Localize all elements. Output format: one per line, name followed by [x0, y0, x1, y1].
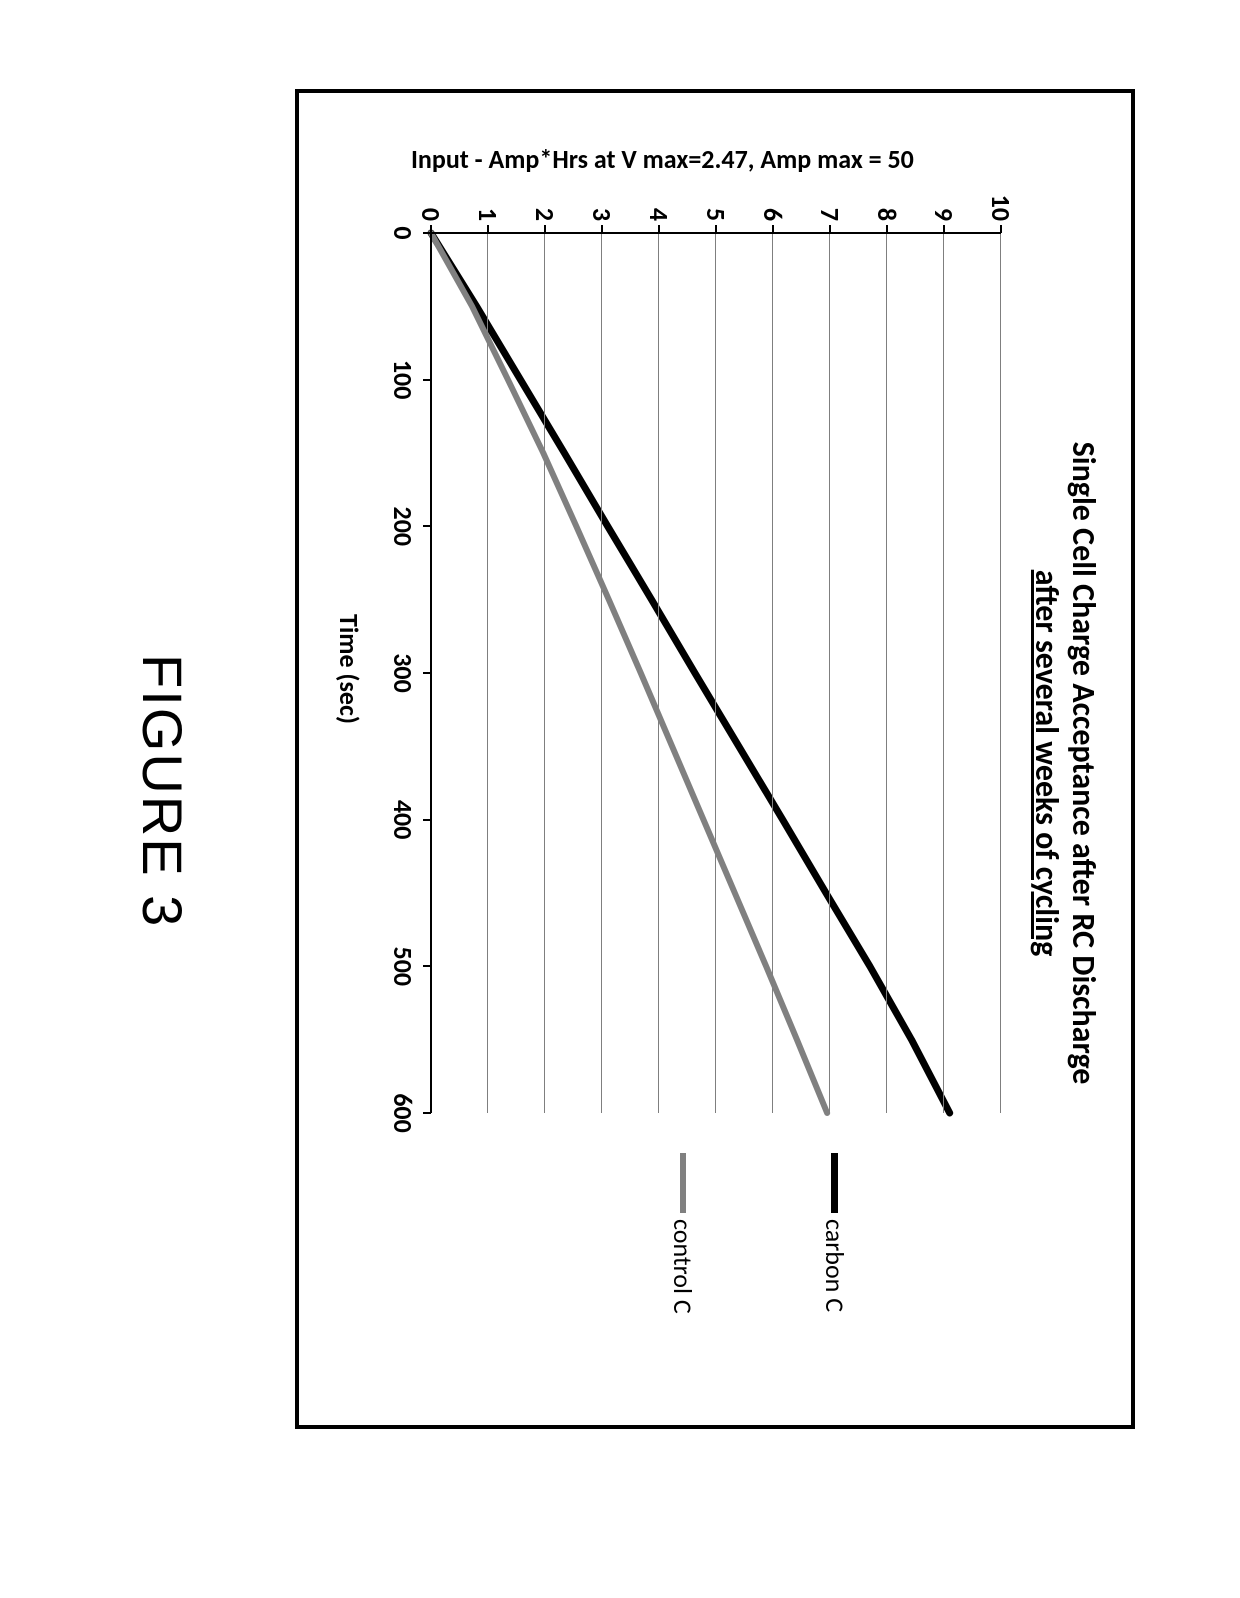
chart-title: Single Cell Charge Acceptance after RC D… [1027, 93, 1101, 1433]
gridline-y [658, 233, 659, 1113]
x-tick-label: 200 [387, 507, 419, 547]
y-tick-label: 6 [757, 173, 789, 221]
chart-rotator: Single Cell Charge Acceptance after RC D… [105, 89, 1135, 1429]
x-axis-line [430, 233, 432, 1113]
plot-area: 0123456789100100200300400500600 [431, 233, 1001, 1113]
page: Single Cell Charge Acceptance after RC D… [0, 0, 1240, 1598]
y-tick-label: 8 [871, 173, 903, 221]
x-tick-label: 0 [387, 226, 419, 239]
chart-title-line1: Single Cell Charge Acceptance after RC D… [1064, 93, 1101, 1433]
gridline-y [601, 233, 602, 1113]
gridline-y [772, 233, 773, 1113]
legend-label: control C [667, 1219, 699, 1314]
legend-swatch [832, 1153, 839, 1213]
gridline-y [544, 233, 545, 1113]
gridline-y [487, 233, 488, 1113]
y-tick-label: 5 [700, 173, 732, 221]
x-tick-label: 400 [387, 800, 419, 840]
y-axis-line [431, 232, 1001, 234]
y-tick-label: 3 [586, 173, 618, 221]
gridline-y [943, 233, 944, 1113]
gridline-y [1000, 233, 1001, 1113]
plot-svg [431, 233, 1001, 1113]
y-axis-title: Input - Amp*Hrs at V max=2.47, Amp max =… [411, 143, 914, 175]
series-line-1 [431, 233, 827, 1113]
x-tick-label: 500 [387, 947, 419, 987]
figure-label: FIGURE 3 [130, 654, 195, 928]
y-tick-label: 9 [928, 173, 960, 221]
gridline-y [715, 233, 716, 1113]
legend-swatch [680, 1153, 686, 1213]
legend-item: control C [667, 1153, 699, 1314]
gridline-y [829, 233, 830, 1113]
x-tick-label: 300 [387, 653, 419, 693]
legend-label: carbon C [819, 1219, 851, 1312]
chart-title-line2: after several weeks of cycling [1027, 93, 1064, 1433]
y-tick-label: 10 [985, 173, 1017, 221]
legend-item: carbon C [819, 1153, 851, 1314]
y-tick-label: 7 [814, 173, 846, 221]
legend: carbon C control C [547, 1153, 851, 1314]
x-tick-label: 100 [387, 360, 419, 400]
series-line-0 [431, 233, 950, 1113]
y-tick-label: 4 [643, 173, 675, 221]
y-tick-label: 1 [472, 173, 504, 221]
gridline-y [886, 233, 887, 1113]
x-axis-title: Time (sec) [333, 614, 365, 724]
chart-outer-frame: Single Cell Charge Acceptance after RC D… [295, 89, 1135, 1429]
y-tick-label: 0 [415, 173, 447, 221]
y-tick-label: 2 [529, 173, 561, 221]
x-tick-label: 600 [387, 1093, 419, 1133]
